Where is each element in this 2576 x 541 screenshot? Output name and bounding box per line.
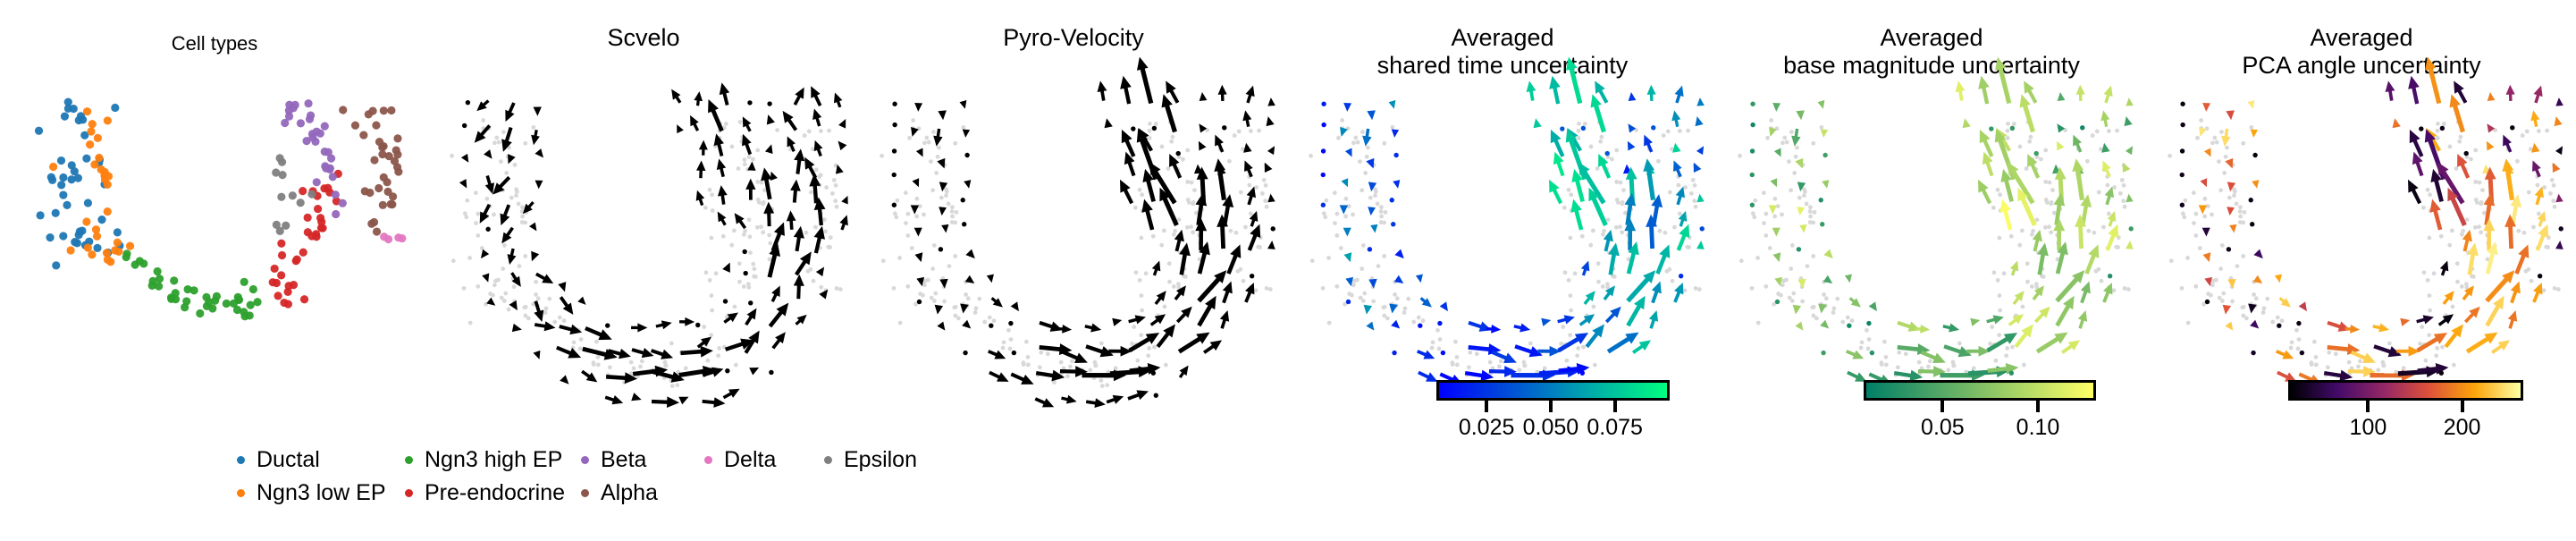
legend-marker-icon bbox=[237, 489, 245, 497]
legend-label: Pre-endocrine bbox=[425, 480, 566, 505]
panel-title-base-magnitude-uncertainty: Averaged base magnitude uncertainty bbox=[1717, 24, 2146, 80]
legend-column: Delta bbox=[704, 444, 776, 477]
legend-marker-icon bbox=[581, 456, 589, 464]
panel-pca-angle-uncertainty: Averaged PCA angle uncertainty 100 200 bbox=[2147, 0, 2576, 541]
legend-label: Alpha bbox=[601, 480, 658, 505]
legend-item-alpha: Alpha bbox=[581, 477, 658, 510]
legend-item-epsilon: Epsilon bbox=[824, 444, 917, 477]
legend-column: Ngn3 high EP Pre-endocrine bbox=[405, 444, 565, 510]
legend-label: Ductal bbox=[257, 447, 320, 472]
shared-time-uncertainty-colorbar-gradient bbox=[1436, 380, 1670, 401]
legend-marker-icon bbox=[824, 456, 832, 464]
panel-pyro-velocity: Pyro-Velocity bbox=[859, 0, 1288, 541]
panel-title-line1: Averaged bbox=[2310, 24, 2413, 51]
panel-title-line1: Scvelo bbox=[607, 24, 680, 51]
pca-angle-uncertainty-colorbar-tick-label: 200 bbox=[2443, 415, 2481, 440]
panel-title-line1: Averaged bbox=[1880, 24, 1983, 51]
legend-label: Ngn3 high EP bbox=[425, 447, 563, 472]
legend-marker-icon bbox=[704, 456, 712, 464]
shared-time-uncertainty-colorbar-tick bbox=[1485, 401, 1489, 412]
base-magnitude-uncertainty-colorbar-gradient bbox=[1864, 380, 2096, 401]
legend-marker-icon bbox=[405, 489, 413, 497]
shared-time-uncertainty-colorbar-tick bbox=[1548, 401, 1553, 412]
pca-angle-uncertainty-colorbar-tick-label: 100 bbox=[2349, 415, 2387, 440]
legend-item-ductal: Ductal bbox=[237, 444, 386, 477]
base-magnitude-uncertainty-quiver-plot bbox=[1738, 56, 2134, 385]
panel-title-line1: Pyro-Velocity bbox=[1003, 24, 1144, 51]
pca-angle-uncertainty-colorbar-tick bbox=[2366, 401, 2370, 412]
shared-time-uncertainty-colorbar-tick-label: 0.075 bbox=[1587, 415, 1643, 440]
panel-shared-time-uncertainty: Averaged shared time uncertainty 0.025 0.… bbox=[1288, 0, 1717, 541]
base-magnitude-uncertainty-colorbar-tick-label: 0.05 bbox=[1921, 415, 1965, 440]
legend-item-pre-endocrine: Pre-endocrine bbox=[405, 477, 565, 510]
pyro-velocity-quiver-plot bbox=[880, 56, 1275, 409]
legend-column: Beta Alpha bbox=[581, 444, 658, 510]
legend-label: Delta bbox=[724, 447, 777, 472]
panel-title-line1: Cell types bbox=[171, 32, 258, 55]
panel-title-line2: PCA angle uncertainty bbox=[2242, 52, 2481, 79]
legend-item-beta: Beta bbox=[581, 444, 658, 477]
legend-marker-icon bbox=[581, 489, 589, 497]
panel-title-pyro-velocity: Pyro-Velocity bbox=[859, 24, 1288, 52]
legend-marker-icon bbox=[237, 456, 245, 464]
panel-title-scvelo: Scvelo bbox=[429, 24, 858, 52]
base-magnitude-uncertainty-colorbar-tick bbox=[1940, 401, 1945, 412]
legend-label: Epsilon bbox=[844, 447, 917, 472]
panel-title-shared-time-uncertainty: Averaged shared time uncertainty bbox=[1288, 24, 1717, 80]
pca-angle-uncertainty-colorbar-tick bbox=[2460, 401, 2464, 412]
shared-time-uncertainty-quiver-plot bbox=[1309, 56, 1705, 385]
legend-item-delta: Delta bbox=[704, 444, 776, 477]
panel-title-cell-types: Cell types bbox=[0, 32, 429, 55]
panel-title-line2: shared time uncertainty bbox=[1376, 52, 1629, 79]
legend-column: Epsilon bbox=[824, 444, 917, 477]
shared-time-uncertainty-colorbar-tick bbox=[1612, 401, 1617, 412]
pca-angle-uncertainty-quiver-plot bbox=[2168, 56, 2563, 385]
shared-time-uncertainty-colorbar-tick-label: 0.050 bbox=[1522, 415, 1579, 440]
legend-marker-icon bbox=[405, 456, 413, 464]
panel-base-magnitude-uncertainty: Averaged base magnitude uncertainty 0.05… bbox=[1717, 0, 2146, 541]
shared-time-uncertainty-colorbar-tick-label: 0.025 bbox=[1458, 415, 1515, 440]
legend-label: Beta bbox=[601, 447, 647, 472]
panel-title-pca-angle-uncertainty: Averaged PCA angle uncertainty bbox=[2147, 24, 2576, 80]
panel-title-line2: base magnitude uncertainty bbox=[1783, 52, 2080, 79]
pca-angle-uncertainty-colorbar-gradient bbox=[2288, 380, 2523, 401]
base-magnitude-uncertainty-colorbar-tick-label: 0.10 bbox=[2016, 415, 2060, 440]
legend-column: Ductal Ngn3 low EP bbox=[237, 444, 386, 510]
legend-label: Ngn3 low EP bbox=[257, 480, 386, 505]
legend-item-ngn3-low-ep: Ngn3 low EP bbox=[237, 477, 386, 510]
panel-title-line1: Averaged bbox=[1451, 24, 1554, 51]
legend-item-ngn3-high-ep: Ngn3 high EP bbox=[405, 444, 565, 477]
base-magnitude-uncertainty-colorbar-tick bbox=[2036, 401, 2040, 412]
